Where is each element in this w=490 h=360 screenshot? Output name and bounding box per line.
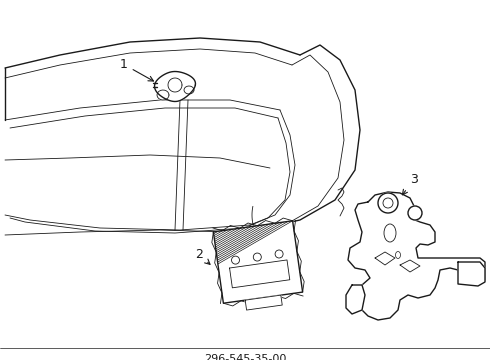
Text: 296-545-35-00: 296-545-35-00: [204, 354, 286, 360]
Text: 3: 3: [402, 173, 418, 195]
Text: 1: 1: [120, 58, 153, 81]
Polygon shape: [346, 285, 365, 314]
Circle shape: [408, 206, 422, 220]
Polygon shape: [157, 90, 169, 100]
Polygon shape: [348, 192, 485, 320]
Ellipse shape: [384, 224, 396, 242]
Text: 2: 2: [195, 248, 210, 264]
Polygon shape: [400, 260, 420, 272]
Polygon shape: [229, 260, 290, 288]
Polygon shape: [375, 252, 395, 265]
Polygon shape: [184, 86, 194, 94]
Ellipse shape: [395, 252, 400, 258]
Polygon shape: [154, 72, 196, 102]
Polygon shape: [245, 295, 282, 310]
Polygon shape: [458, 262, 485, 286]
Circle shape: [378, 193, 398, 213]
Polygon shape: [213, 221, 303, 303]
